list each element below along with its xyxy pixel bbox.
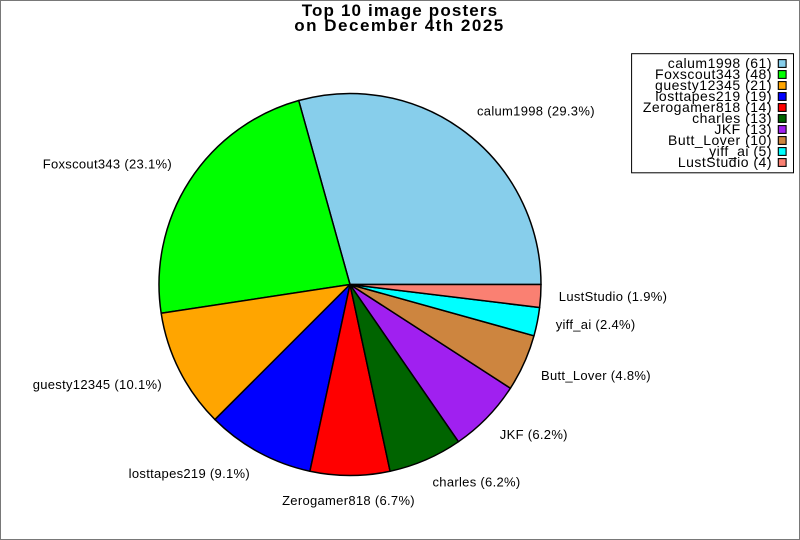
svg-text:charles (13): charles (13) <box>692 110 772 126</box>
svg-text:guesty12345 (21): guesty12345 (21) <box>655 77 772 93</box>
svg-text:yiff_ai (5): yiff_ai (5) <box>709 143 772 159</box>
svg-text:LustStudio (4): LustStudio (4) <box>678 154 772 170</box>
svg-text:LustStudio (1.9%): LustStudio (1.9%) <box>559 289 667 304</box>
svg-text:losttapes219 (19): losttapes219 (19) <box>655 88 772 104</box>
svg-text:Zerogamer818 (14): Zerogamer818 (14) <box>643 99 772 115</box>
svg-text:Foxscout343 (23.1%): Foxscout343 (23.1%) <box>43 157 172 172</box>
svg-text:losttapes219 (9.1%): losttapes219 (9.1%) <box>129 466 250 481</box>
svg-text:on December 4th 2025: on December 4th 2025 <box>294 16 504 35</box>
svg-text:Foxscout343 (48): Foxscout343 (48) <box>655 66 772 82</box>
svg-text:calum1998 (29.3%): calum1998 (29.3%) <box>477 104 595 119</box>
svg-text:guesty12345 (10.1%): guesty12345 (10.1%) <box>33 377 162 392</box>
svg-text:Butt_Lover (10): Butt_Lover (10) <box>668 132 772 148</box>
svg-text:Top 10 image posters: Top 10 image posters <box>302 1 499 20</box>
svg-text:charles (6.2%): charles (6.2%) <box>433 475 521 490</box>
svg-text:Butt_Lover (4.8%): Butt_Lover (4.8%) <box>541 368 651 383</box>
svg-text:yiff_ai (2.4%): yiff_ai (2.4%) <box>556 317 636 332</box>
svg-text:JKF (13): JKF (13) <box>714 121 772 137</box>
svg-text:JKF (6.2%): JKF (6.2%) <box>500 427 568 442</box>
svg-text:calum1998 (61): calum1998 (61) <box>668 55 772 71</box>
svg-text:Zerogamer818 (6.7%): Zerogamer818 (6.7%) <box>282 493 415 508</box>
